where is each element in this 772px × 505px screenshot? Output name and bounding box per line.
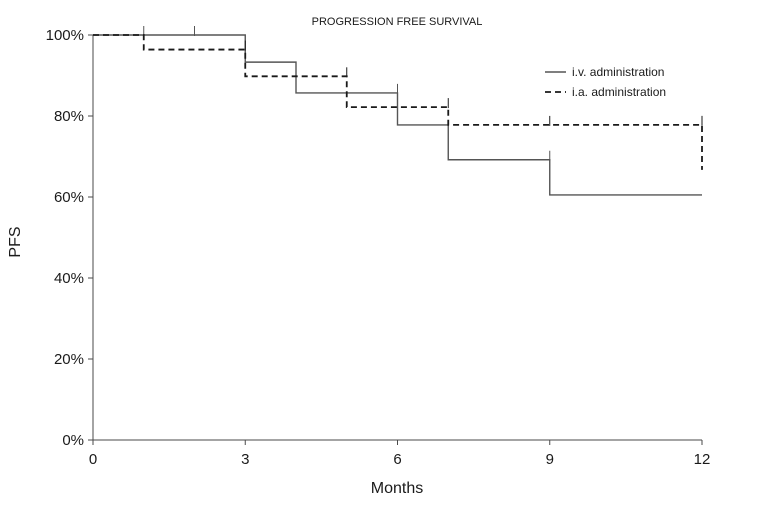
- y-tick-label: 80%: [54, 108, 84, 125]
- x-tick-label: 6: [393, 451, 401, 468]
- y-tick-label: 0%: [62, 432, 84, 449]
- y-tick-label: 20%: [54, 351, 84, 368]
- y-tick-label: 60%: [54, 189, 84, 206]
- axes: 0% 20% 40% 60% 80% 100% 0 3 6 9 12: [46, 27, 711, 468]
- legend-label: i.v. administration: [572, 65, 664, 79]
- plot-area: [93, 26, 703, 196]
- legend-label: i.a. administration: [572, 85, 666, 99]
- x-tick-label: 3: [241, 451, 249, 468]
- legend: i.v. administration i.a. administration: [545, 65, 666, 99]
- x-tick-label: 9: [546, 451, 554, 468]
- chart-title: PROGRESSION FREE SURVIVAL: [312, 16, 483, 28]
- y-tick-label: 40%: [54, 270, 84, 287]
- series-line-iv: [93, 34, 702, 196]
- y-tick-label: 100%: [46, 27, 84, 44]
- y-axis-label: PFS: [7, 226, 24, 257]
- x-tick-label: 0: [89, 451, 97, 468]
- x-axis-label: Months: [371, 480, 423, 497]
- x-tick-label: 12: [694, 451, 711, 468]
